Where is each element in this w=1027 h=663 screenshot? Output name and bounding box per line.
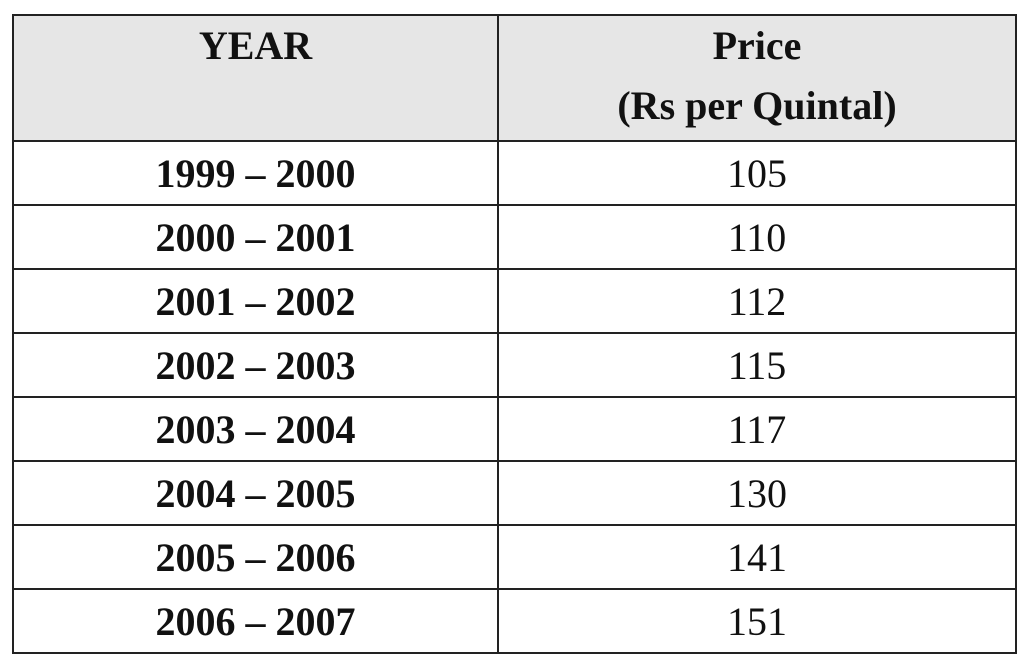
table-row: 2000 – 2001 110 [12,204,1017,270]
year-cell: 2001 – 2002 [12,268,499,334]
year-cell: 1999 – 2000 [12,140,499,206]
price-cell: 112 [497,268,1017,334]
price-cell: 141 [497,524,1017,590]
table-row: 2003 – 2004 117 [12,396,1017,462]
price-table: YEAR Price (Rs per Quintal) 1999 – 2000 10… [12,14,1017,654]
table-row: 2002 – 2003 115 [12,332,1017,398]
year-cell: 2006 – 2007 [12,588,499,654]
year-cell: 2000 – 2001 [12,204,499,270]
header-cell: YEAR [12,14,499,142]
year-cell: 2004 – 2005 [12,460,499,526]
price-cell: 151 [497,588,1017,654]
table-row: 2005 – 2006 141 [12,524,1017,590]
table-row: 2004 – 2005 130 [12,460,1017,526]
price-cell: 110 [497,204,1017,270]
table-body: 1999 – 2000 105 2000 – 2001 110 2001 – 2002 1… [12,140,1017,654]
price-cell: 105 [497,140,1017,206]
table-row: 1999 – 2000 105 [12,140,1017,206]
table-row: 2006 – 2007 151 [12,588,1017,654]
year-cell: 2003 – 2004 [12,396,499,462]
table-row: 2001 – 2002 112 [12,268,1017,334]
price-cell: 130 [497,460,1017,526]
header-text: Price [712,23,802,68]
year-cell: 2002 – 2003 [12,332,499,398]
price-cell: 117 [497,396,1017,462]
price-cell: 115 [497,332,1017,398]
year-cell: 2005 – 2006 [12,524,499,590]
header-text: YEAR [198,23,313,68]
header-row: YEAR Price (Rs per Quintal) [12,14,1017,142]
table-header: YEAR Price (Rs per Quintal) [12,14,1017,142]
header-text: (Rs per Quintal) [617,83,897,128]
header-cell: Price (Rs per Quintal) [497,14,1017,142]
